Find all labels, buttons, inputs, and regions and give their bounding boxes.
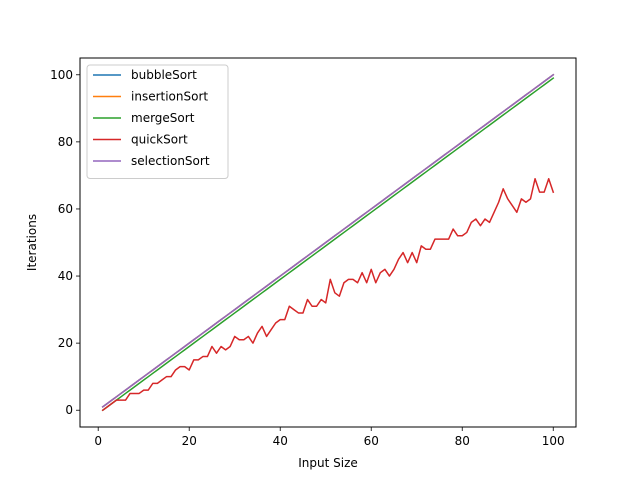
x-tick-label: 100 <box>542 434 565 448</box>
series-line-quickSort <box>101 178 555 412</box>
legend-label-bubbleSort: bubbleSort <box>131 68 197 82</box>
x-tick-label: 80 <box>455 434 470 448</box>
y-tick-label: 40 <box>58 269 73 283</box>
series-layer <box>101 73 555 412</box>
y-axis: 0 20 40 60 80 100 <box>50 68 80 417</box>
legend-label-quickSort: quickSort <box>131 133 188 147</box>
series-line-mergeSort <box>101 77 555 412</box>
legend-label-mergeSort: mergeSort <box>131 111 195 125</box>
legend: bubbleSort insertionSort mergeSort quickSor… <box>86 64 229 179</box>
legend-label-selectionSort: selectionSort <box>131 154 210 168</box>
y-tick-label: 20 <box>58 336 73 350</box>
y-tick-label: 0 <box>65 403 73 417</box>
x-tick-label: 0 <box>94 434 102 448</box>
y-tick-label: 100 <box>50 68 73 82</box>
x-axis: 0 20 40 60 80 100 <box>94 427 565 448</box>
x-tick-label: 20 <box>182 434 197 448</box>
series-line-selectionSort <box>101 73 555 408</box>
y-tick-label: 80 <box>58 135 73 149</box>
plot-frame <box>79 57 577 428</box>
y-tick-label: 60 <box>58 202 73 216</box>
legend-box <box>86 64 229 179</box>
legend-label-insertionSort: insertionSort <box>131 90 208 104</box>
x-tick-label: 40 <box>273 434 288 448</box>
x-tick-label: 60 <box>364 434 379 448</box>
x-axis-label: Input Size <box>298 456 358 470</box>
y-axis-label: Iterations <box>25 214 39 271</box>
